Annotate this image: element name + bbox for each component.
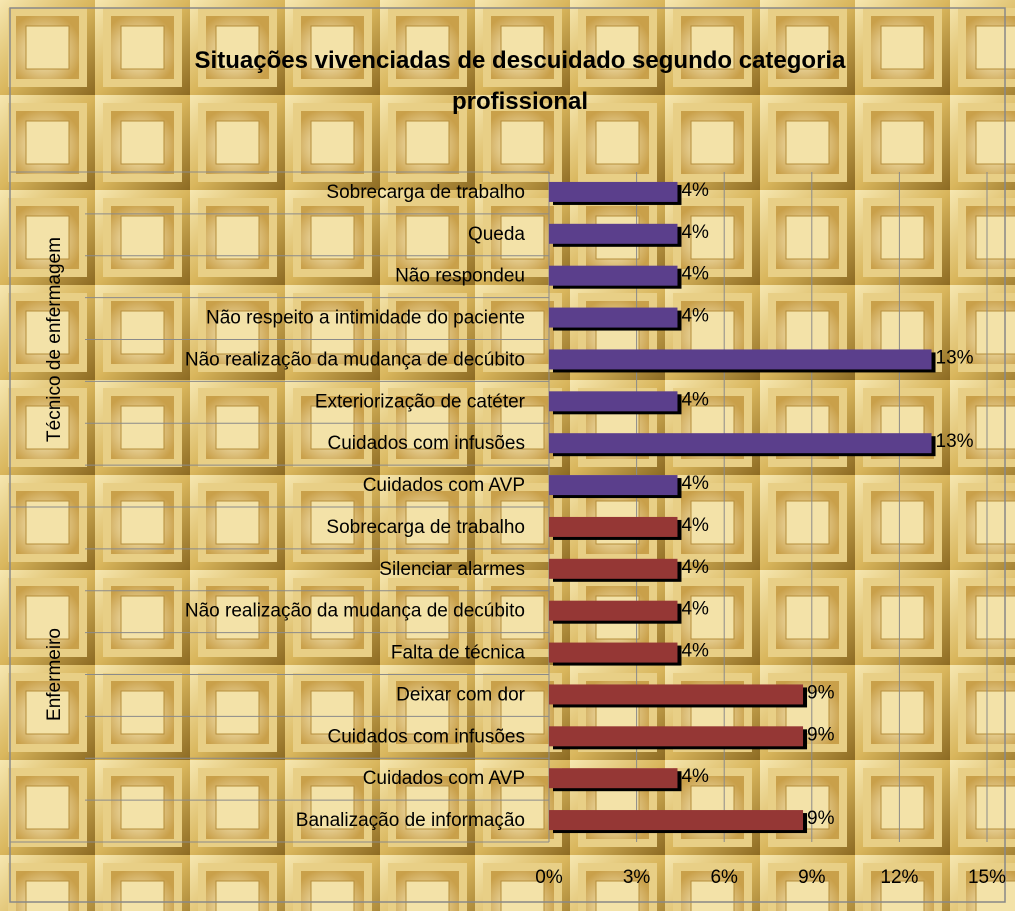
bar [549,433,932,454]
category-label: Silenciar alarmes [379,559,525,580]
category-label: Queda [468,224,525,245]
bar [549,307,678,328]
data-label: 4% [681,515,709,536]
bar [549,516,678,537]
bar [549,642,678,663]
data-label: 4% [681,306,709,327]
bar [549,810,804,831]
data-label: 4% [681,766,709,787]
chart-border [9,7,1006,903]
category-label: Cuidados com infusões [328,726,526,747]
category-label: Deixar com dor [396,684,525,705]
bar [549,768,678,789]
data-label: 4% [681,222,709,243]
bar [549,558,678,579]
category-label: Não respeito a intimidade do paciente [206,308,525,329]
category-label: Não respondeu [395,266,525,287]
bar [549,600,678,621]
category-label: Cuidados com infusões [328,433,526,454]
bar [549,391,678,412]
category-label: Banalização de informação [296,810,525,831]
bar [549,349,932,370]
category-label: Sobrecarga de trabalho [326,517,525,538]
data-label: 4% [681,180,709,201]
data-label: 4% [681,264,709,285]
group-label: Enfermeiro [44,628,65,721]
category-label: Não realização da mudança de decúbito [185,601,525,622]
category-label: Cuidados com AVP [363,768,525,789]
chart-title: Situações vivenciadas de descuidado segu… [195,47,847,115]
data-label: 13% [936,431,974,452]
x-tick-label: 15% [968,867,1006,888]
data-label: 4% [681,473,709,494]
bar [549,223,678,244]
x-tick-label: 0% [535,867,563,888]
bar [549,265,678,286]
x-tick-label: 12% [880,867,918,888]
category-label: Sobrecarga de trabalho [326,182,525,203]
bar [549,181,678,202]
x-tick-label: 6% [710,867,738,888]
data-label: 13% [936,347,974,368]
data-label: 9% [807,724,835,745]
category-label: Falta de técnica [391,643,526,664]
data-label: 4% [681,557,709,578]
bar [549,475,678,496]
bar [549,684,804,705]
category-label: Não realização da mudança de decúbito [185,349,525,370]
data-label: 4% [681,641,709,662]
category-label: Cuidados com AVP [363,475,525,496]
category-label: Exteriorização de catéter [315,391,526,412]
x-tick-label: 3% [623,867,651,888]
data-label: 9% [807,682,835,703]
data-label: 9% [807,808,835,829]
bar [549,726,804,747]
x-tick-label: 9% [798,867,826,888]
data-label: 4% [681,599,709,620]
group-label: Técnico de enfermagem [44,237,65,442]
data-label: 4% [681,389,709,410]
